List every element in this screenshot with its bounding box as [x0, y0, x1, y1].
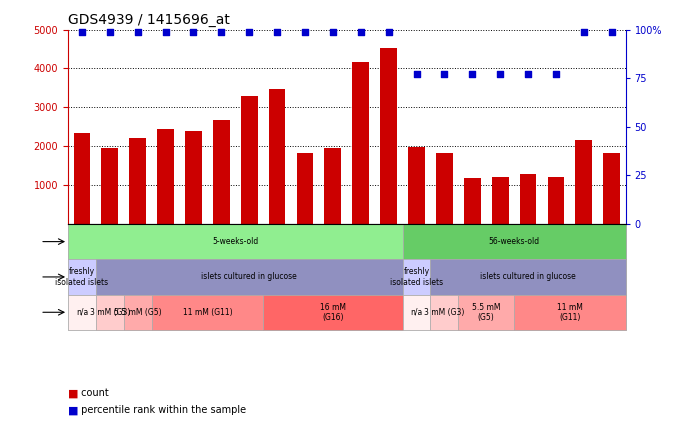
Point	[244, 28, 255, 35]
Text: ■: ■	[68, 405, 78, 415]
Bar	[436, 153, 453, 224]
FancyBboxPatch shape	[430, 294, 458, 330]
Point	[466, 71, 477, 78]
Bar	[603, 153, 620, 224]
Text: 5-weeks-old: 5-weeks-old	[212, 237, 258, 246]
FancyBboxPatch shape	[96, 294, 124, 330]
FancyBboxPatch shape	[263, 294, 403, 330]
Bar	[492, 177, 509, 224]
FancyBboxPatch shape	[124, 294, 152, 330]
Bar	[213, 120, 230, 224]
Text: islets cultured in glucose: islets cultured in glucose	[201, 272, 297, 281]
Text: 3 mM (G3): 3 mM (G3)	[424, 308, 464, 317]
Bar	[547, 177, 564, 224]
Text: 11 mM (G11): 11 mM (G11)	[183, 308, 232, 317]
Bar	[408, 147, 425, 224]
FancyBboxPatch shape	[96, 259, 403, 294]
Text: 5.5 mM (G5): 5.5 mM (G5)	[114, 308, 162, 317]
Point	[328, 28, 339, 35]
Bar	[575, 140, 592, 224]
Point	[551, 71, 562, 78]
Text: n/a: n/a	[75, 308, 88, 317]
Text: 11 mM
(G11): 11 mM (G11)	[557, 302, 583, 322]
FancyBboxPatch shape	[458, 294, 514, 330]
Bar	[380, 48, 397, 224]
FancyBboxPatch shape	[403, 224, 626, 259]
Text: count: count	[78, 388, 109, 398]
Bar	[352, 62, 369, 224]
Point	[522, 71, 533, 78]
FancyBboxPatch shape	[68, 294, 96, 330]
Point	[76, 28, 87, 35]
Bar	[185, 131, 202, 224]
Point	[299, 28, 310, 35]
Text: freshly
isolated islets: freshly isolated islets	[55, 267, 109, 287]
Point	[384, 28, 394, 35]
Point	[355, 28, 366, 35]
FancyBboxPatch shape	[403, 294, 430, 330]
Bar	[296, 153, 313, 224]
FancyBboxPatch shape	[403, 259, 430, 294]
Bar	[269, 89, 286, 224]
Point	[104, 28, 115, 35]
FancyBboxPatch shape	[514, 294, 626, 330]
FancyBboxPatch shape	[68, 224, 403, 259]
Point	[411, 71, 422, 78]
Point	[439, 71, 450, 78]
Point	[160, 28, 171, 35]
Text: freshly
isolated islets: freshly isolated islets	[390, 267, 443, 287]
Text: ■: ■	[68, 388, 78, 398]
Bar	[520, 174, 537, 224]
Point	[272, 28, 283, 35]
Text: GDS4939 / 1415696_at: GDS4939 / 1415696_at	[68, 13, 230, 27]
Text: 16 mM
(G16): 16 mM (G16)	[320, 302, 346, 322]
Point	[132, 28, 143, 35]
Bar	[129, 138, 146, 224]
Text: islets cultured in glucose: islets cultured in glucose	[480, 272, 576, 281]
Bar	[324, 148, 341, 224]
FancyBboxPatch shape	[430, 259, 626, 294]
Bar	[101, 148, 118, 224]
FancyBboxPatch shape	[152, 294, 263, 330]
Point	[607, 28, 617, 35]
Bar	[464, 178, 481, 224]
Text: 5.5 mM
(G5): 5.5 mM (G5)	[472, 302, 500, 322]
Text: 3 mM (G3): 3 mM (G3)	[90, 308, 130, 317]
Text: n/a: n/a	[410, 308, 423, 317]
Point	[188, 28, 199, 35]
Point	[495, 71, 506, 78]
FancyBboxPatch shape	[68, 259, 96, 294]
Text: percentile rank within the sample: percentile rank within the sample	[78, 405, 246, 415]
Text: 56-weeks-old: 56-weeks-old	[488, 237, 540, 246]
Bar	[157, 129, 174, 224]
Point	[216, 28, 227, 35]
Point	[578, 28, 589, 35]
Bar	[241, 96, 258, 224]
Bar	[73, 133, 90, 224]
